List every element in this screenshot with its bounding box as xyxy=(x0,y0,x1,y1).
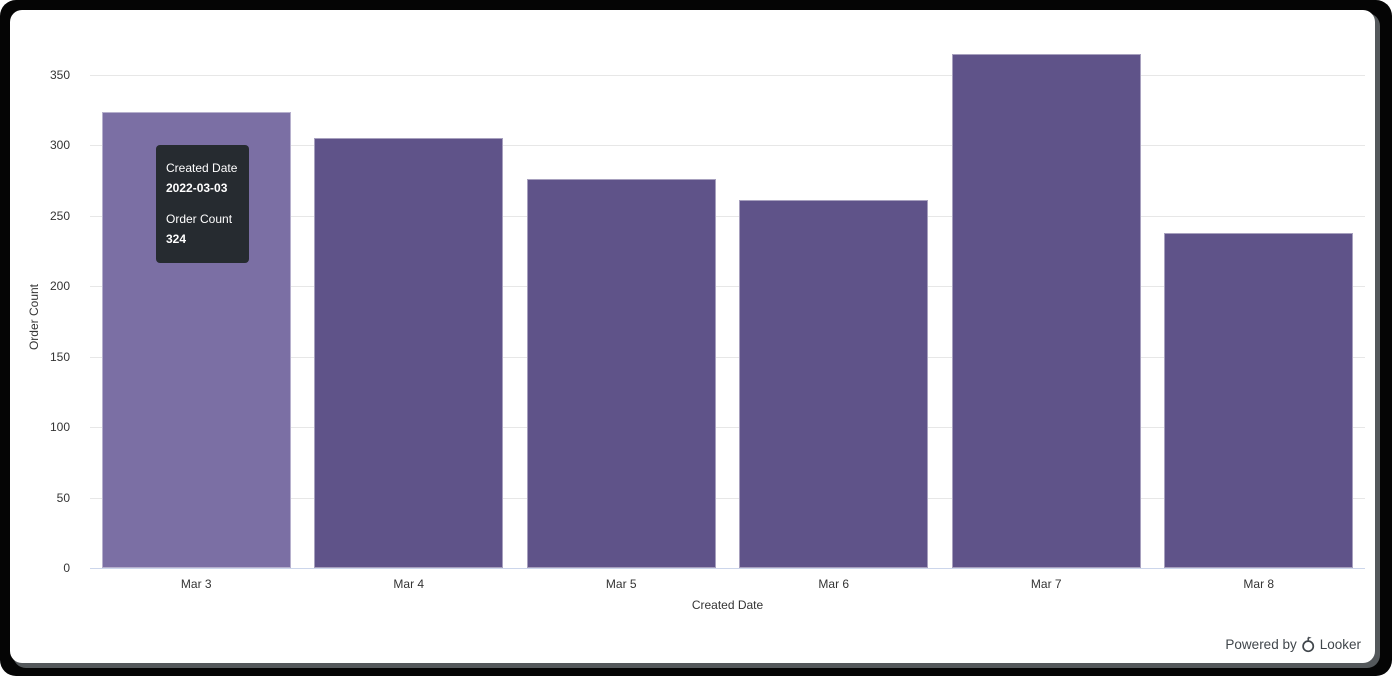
y-axis-title: Order Count xyxy=(27,284,41,351)
x-tick-label: Mar 6 xyxy=(818,577,850,591)
x-tick-label: Mar 7 xyxy=(1030,577,1062,591)
tooltip-measure-label: Order Count xyxy=(166,212,233,226)
x-tick-label: Mar 8 xyxy=(1243,577,1275,591)
y-tick-label: 0 xyxy=(63,561,70,575)
bar-mar-4[interactable] xyxy=(314,138,504,568)
bar-mar-5[interactable] xyxy=(526,179,716,568)
y-gridline xyxy=(90,356,1365,358)
y-gridline xyxy=(90,286,1365,288)
y-tick-label: 250 xyxy=(49,208,70,223)
powered-by-looker-link[interactable]: Powered by Looker xyxy=(1225,636,1361,653)
bar-mar-7[interactable] xyxy=(951,53,1141,568)
tooltip-measure-value: 324 xyxy=(166,232,187,246)
y-gridline xyxy=(90,145,1365,147)
tooltip-row: Order Count 324 xyxy=(166,209,239,249)
bar-mar-6[interactable] xyxy=(739,200,929,568)
y-gridline xyxy=(90,497,1365,499)
x-tick-label: Mar 4 xyxy=(393,577,425,591)
x-axis-title: Created Date xyxy=(691,598,764,612)
y-tick-label: 150 xyxy=(49,349,70,364)
bar-chart-plot-area: 0 50 100 150 200 250 300 350 Mar 3 Mar 4 Mar 5 Mar … xyxy=(10,10,1375,663)
y-gridline xyxy=(90,75,1365,76)
y-tick-label: 350 xyxy=(49,68,70,82)
y-gridline xyxy=(90,215,1365,217)
y-tick-label: 200 xyxy=(49,279,70,294)
x-axis-line xyxy=(90,568,1365,569)
chart-tooltip: Created Date 2022-03-03 Order Count 324 xyxy=(156,145,249,263)
bar-mar-8[interactable] xyxy=(1164,232,1354,568)
powered-by-label: Powered by xyxy=(1225,637,1297,652)
chart-card: 0 50 100 150 200 250 300 350 Mar 3 Mar 4 Mar 5 Mar … xyxy=(10,10,1375,663)
tooltip-row: Created Date 2022-03-03 xyxy=(166,158,239,198)
x-tick-label: Mar 3 xyxy=(180,577,212,591)
x-tick-label: Mar 5 xyxy=(605,577,637,591)
looker-logo-icon xyxy=(1301,636,1316,653)
y-tick-label: 50 xyxy=(56,490,70,505)
tooltip-dimension-label: Created Date xyxy=(166,161,238,175)
y-tick-label: 300 xyxy=(49,138,70,153)
tooltip-dimension-value: 2022-03-03 xyxy=(166,181,228,195)
y-gridline xyxy=(90,427,1365,429)
brand-label: Looker xyxy=(1319,637,1361,652)
y-tick-label: 100 xyxy=(49,420,70,435)
